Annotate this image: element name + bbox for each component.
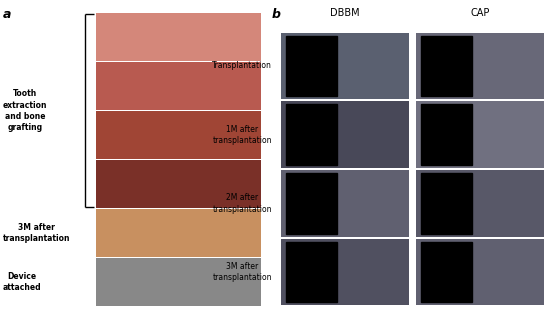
Bar	[286, 36, 338, 96]
Bar	[286, 105, 338, 165]
Text: 3M after
transplantation: 3M after transplantation	[213, 262, 272, 282]
Text: 1M after
transplantation: 1M after transplantation	[213, 125, 272, 145]
Text: 3M after
transplantation: 3M after transplantation	[3, 223, 70, 243]
Bar	[286, 242, 338, 302]
Bar	[421, 242, 472, 302]
Text: Device
attached: Device attached	[3, 272, 41, 292]
Text: DBBM: DBBM	[331, 8, 360, 18]
Text: b: b	[271, 8, 280, 21]
Text: Transplantation: Transplantation	[212, 61, 272, 70]
Bar	[421, 36, 472, 96]
Bar	[421, 105, 472, 165]
Text: CAP: CAP	[470, 8, 490, 18]
Text: Tooth
extraction
and bone
grafting: Tooth extraction and bone grafting	[3, 90, 47, 132]
Bar	[286, 173, 338, 233]
Text: 2M after
transplantation: 2M after transplantation	[213, 193, 272, 213]
Bar	[421, 173, 472, 233]
Text: a: a	[3, 8, 11, 21]
